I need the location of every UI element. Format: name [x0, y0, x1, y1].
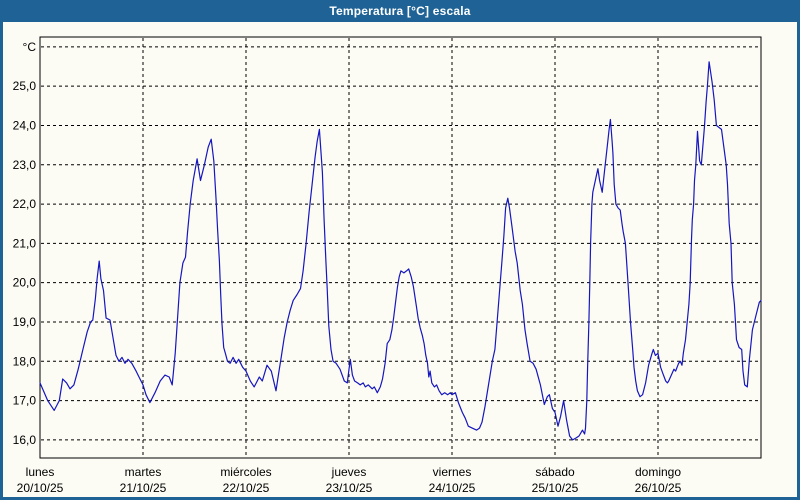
y-tick-label: 16,0 — [13, 433, 37, 447]
y-tick-label: 19,0 — [13, 315, 37, 329]
y-tick-label: 20,0 — [13, 276, 37, 290]
y-tick-label: 24,0 — [13, 118, 37, 132]
day-label: miércoles — [220, 465, 271, 479]
title-bar: Temperatura [°C] escala — [0, 0, 800, 22]
date-label: 22/10/25 — [223, 481, 270, 495]
day-label: viernes — [433, 465, 472, 479]
date-label: 26/10/25 — [635, 481, 682, 495]
day-label: martes — [125, 465, 162, 479]
y-tick-label: 23,0 — [13, 158, 37, 172]
y-tick-label: 25,0 — [13, 79, 37, 93]
y-tick-label: 22,0 — [13, 197, 37, 211]
day-label: domingo — [635, 465, 681, 479]
day-label: jueves — [331, 465, 367, 479]
chart-area: 16,0 17,0 18,0 19,0 20,0 21,0 22,0 23,0 24,0 25,0… — [3, 22, 797, 497]
temperature-line — [39, 61, 762, 441]
day-label: sábado — [535, 465, 575, 479]
y-tick-label: 18,0 — [13, 354, 37, 368]
date-label: 20/10/25 — [17, 481, 64, 495]
chart-title: Temperatura [°C] escala — [329, 4, 471, 18]
y-unit-label: °C — [23, 40, 37, 54]
date-label: 25/10/25 — [532, 481, 579, 495]
plot-frame — [39, 36, 762, 459]
y-tick-label: 17,0 — [13, 394, 37, 408]
y-tick-label: 21,0 — [13, 236, 37, 250]
date-label: 24/10/25 — [429, 481, 476, 495]
temperature-chart: 16,0 17,0 18,0 19,0 20,0 21,0 22,0 23,0 24,0 25,0… — [13, 36, 762, 495]
date-label: 21/10/25 — [120, 481, 167, 495]
date-label: 23/10/25 — [326, 481, 373, 495]
day-label: lunes — [26, 465, 55, 479]
